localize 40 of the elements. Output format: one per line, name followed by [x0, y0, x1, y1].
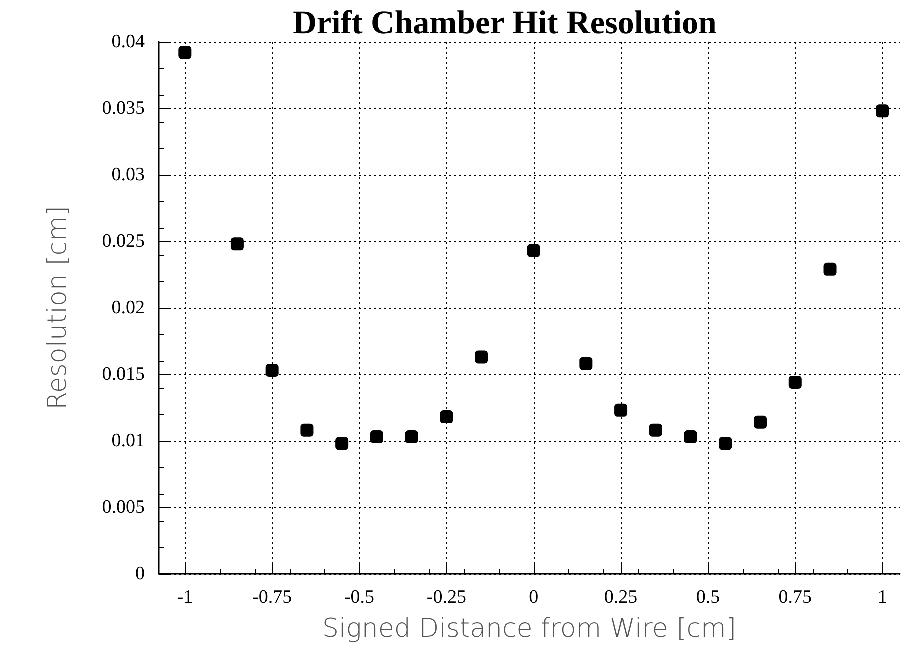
- x-tick-label: -1: [177, 587, 194, 608]
- x-tick-label: -0.5: [344, 587, 375, 608]
- point: [266, 364, 279, 378]
- x-tick-label: -0.25: [426, 587, 466, 608]
- point: [475, 350, 488, 364]
- chart-title: Drift Chamber Hit Resolution: [293, 6, 717, 42]
- point: [230, 238, 244, 251]
- x-tick-label: 0.5: [696, 587, 720, 608]
- point: [405, 430, 418, 444]
- point: [788, 376, 802, 389]
- point: [580, 357, 593, 370]
- point: [440, 410, 454, 424]
- y-tick-label: 0.025: [102, 231, 145, 252]
- x-axis-title: Signed Distance from Wire [cm]: [322, 614, 736, 644]
- y-tick-label: 0.03: [112, 164, 145, 186]
- x-tick-label: 0: [529, 587, 539, 608]
- y-tick-label: 0.02: [112, 298, 145, 318]
- y-tick-label: 0.015: [102, 364, 145, 385]
- point: [178, 46, 192, 60]
- y-tick-label: 0.04: [112, 32, 146, 52]
- x-tick-label: -0.75: [252, 587, 292, 608]
- point: [719, 437, 732, 450]
- point: [649, 424, 662, 437]
- point: [370, 430, 384, 444]
- point: [824, 262, 837, 276]
- x-tick-label: 0.75: [778, 587, 812, 608]
- y-tick-label: 0.005: [102, 497, 145, 518]
- point: [336, 437, 349, 450]
- y-tick-label: 0.035: [102, 98, 145, 119]
- y-axis-title: Resolution [cm]: [43, 206, 73, 410]
- x-tick-label: 1: [878, 587, 888, 608]
- point: [300, 424, 314, 437]
- y-tick-label: 0: [136, 564, 145, 584]
- x-tick-label: 0.25: [604, 587, 638, 608]
- point: [876, 104, 890, 118]
- point: [527, 244, 540, 258]
- point: [614, 404, 628, 417]
- y-tick-label: 0.01: [112, 430, 145, 452]
- point: [684, 430, 698, 444]
- point: [754, 416, 768, 429]
